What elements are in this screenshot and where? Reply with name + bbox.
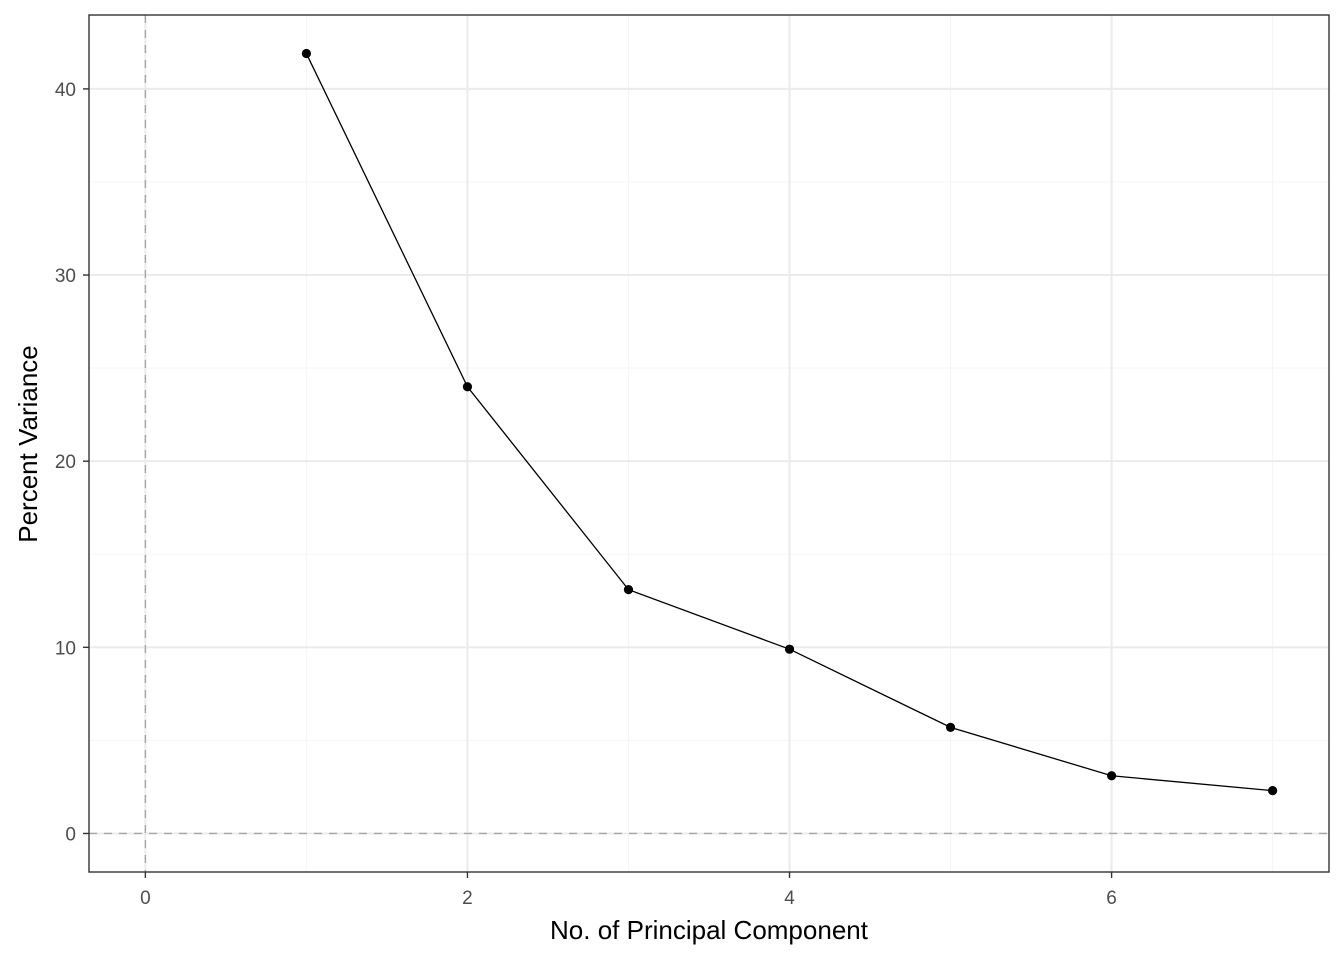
data-point bbox=[945, 722, 956, 732]
data-series bbox=[301, 48, 1278, 796]
data-point bbox=[1268, 786, 1278, 796]
y-tick-label: 30 bbox=[55, 266, 76, 287]
x-axis-title: No. of Principal Component bbox=[550, 915, 869, 945]
data-point bbox=[1106, 771, 1117, 781]
y-axis-title: Percent Variance bbox=[13, 345, 43, 543]
y-tick-label: 40 bbox=[55, 80, 76, 101]
x-tick-label: 0 bbox=[140, 888, 151, 909]
data-point bbox=[623, 585, 634, 595]
data-point bbox=[301, 48, 312, 59]
data-point bbox=[784, 644, 795, 654]
panel-border bbox=[88, 14, 1330, 873]
x-tick-label: 2 bbox=[462, 888, 473, 909]
reference-lines bbox=[89, 15, 1329, 872]
x-axis: 0 2 4 6 bbox=[140, 872, 1117, 909]
x-tick-label: 4 bbox=[784, 888, 795, 909]
y-tick-label: 20 bbox=[55, 452, 76, 473]
data-point bbox=[462, 382, 473, 392]
minor-gridlines bbox=[89, 15, 1329, 872]
x-tick-label: 6 bbox=[1106, 888, 1117, 909]
y-tick-label: 0 bbox=[65, 824, 76, 845]
y-tick-label: 10 bbox=[55, 638, 76, 659]
y-axis: 0 10 20 30 40 bbox=[55, 80, 89, 845]
